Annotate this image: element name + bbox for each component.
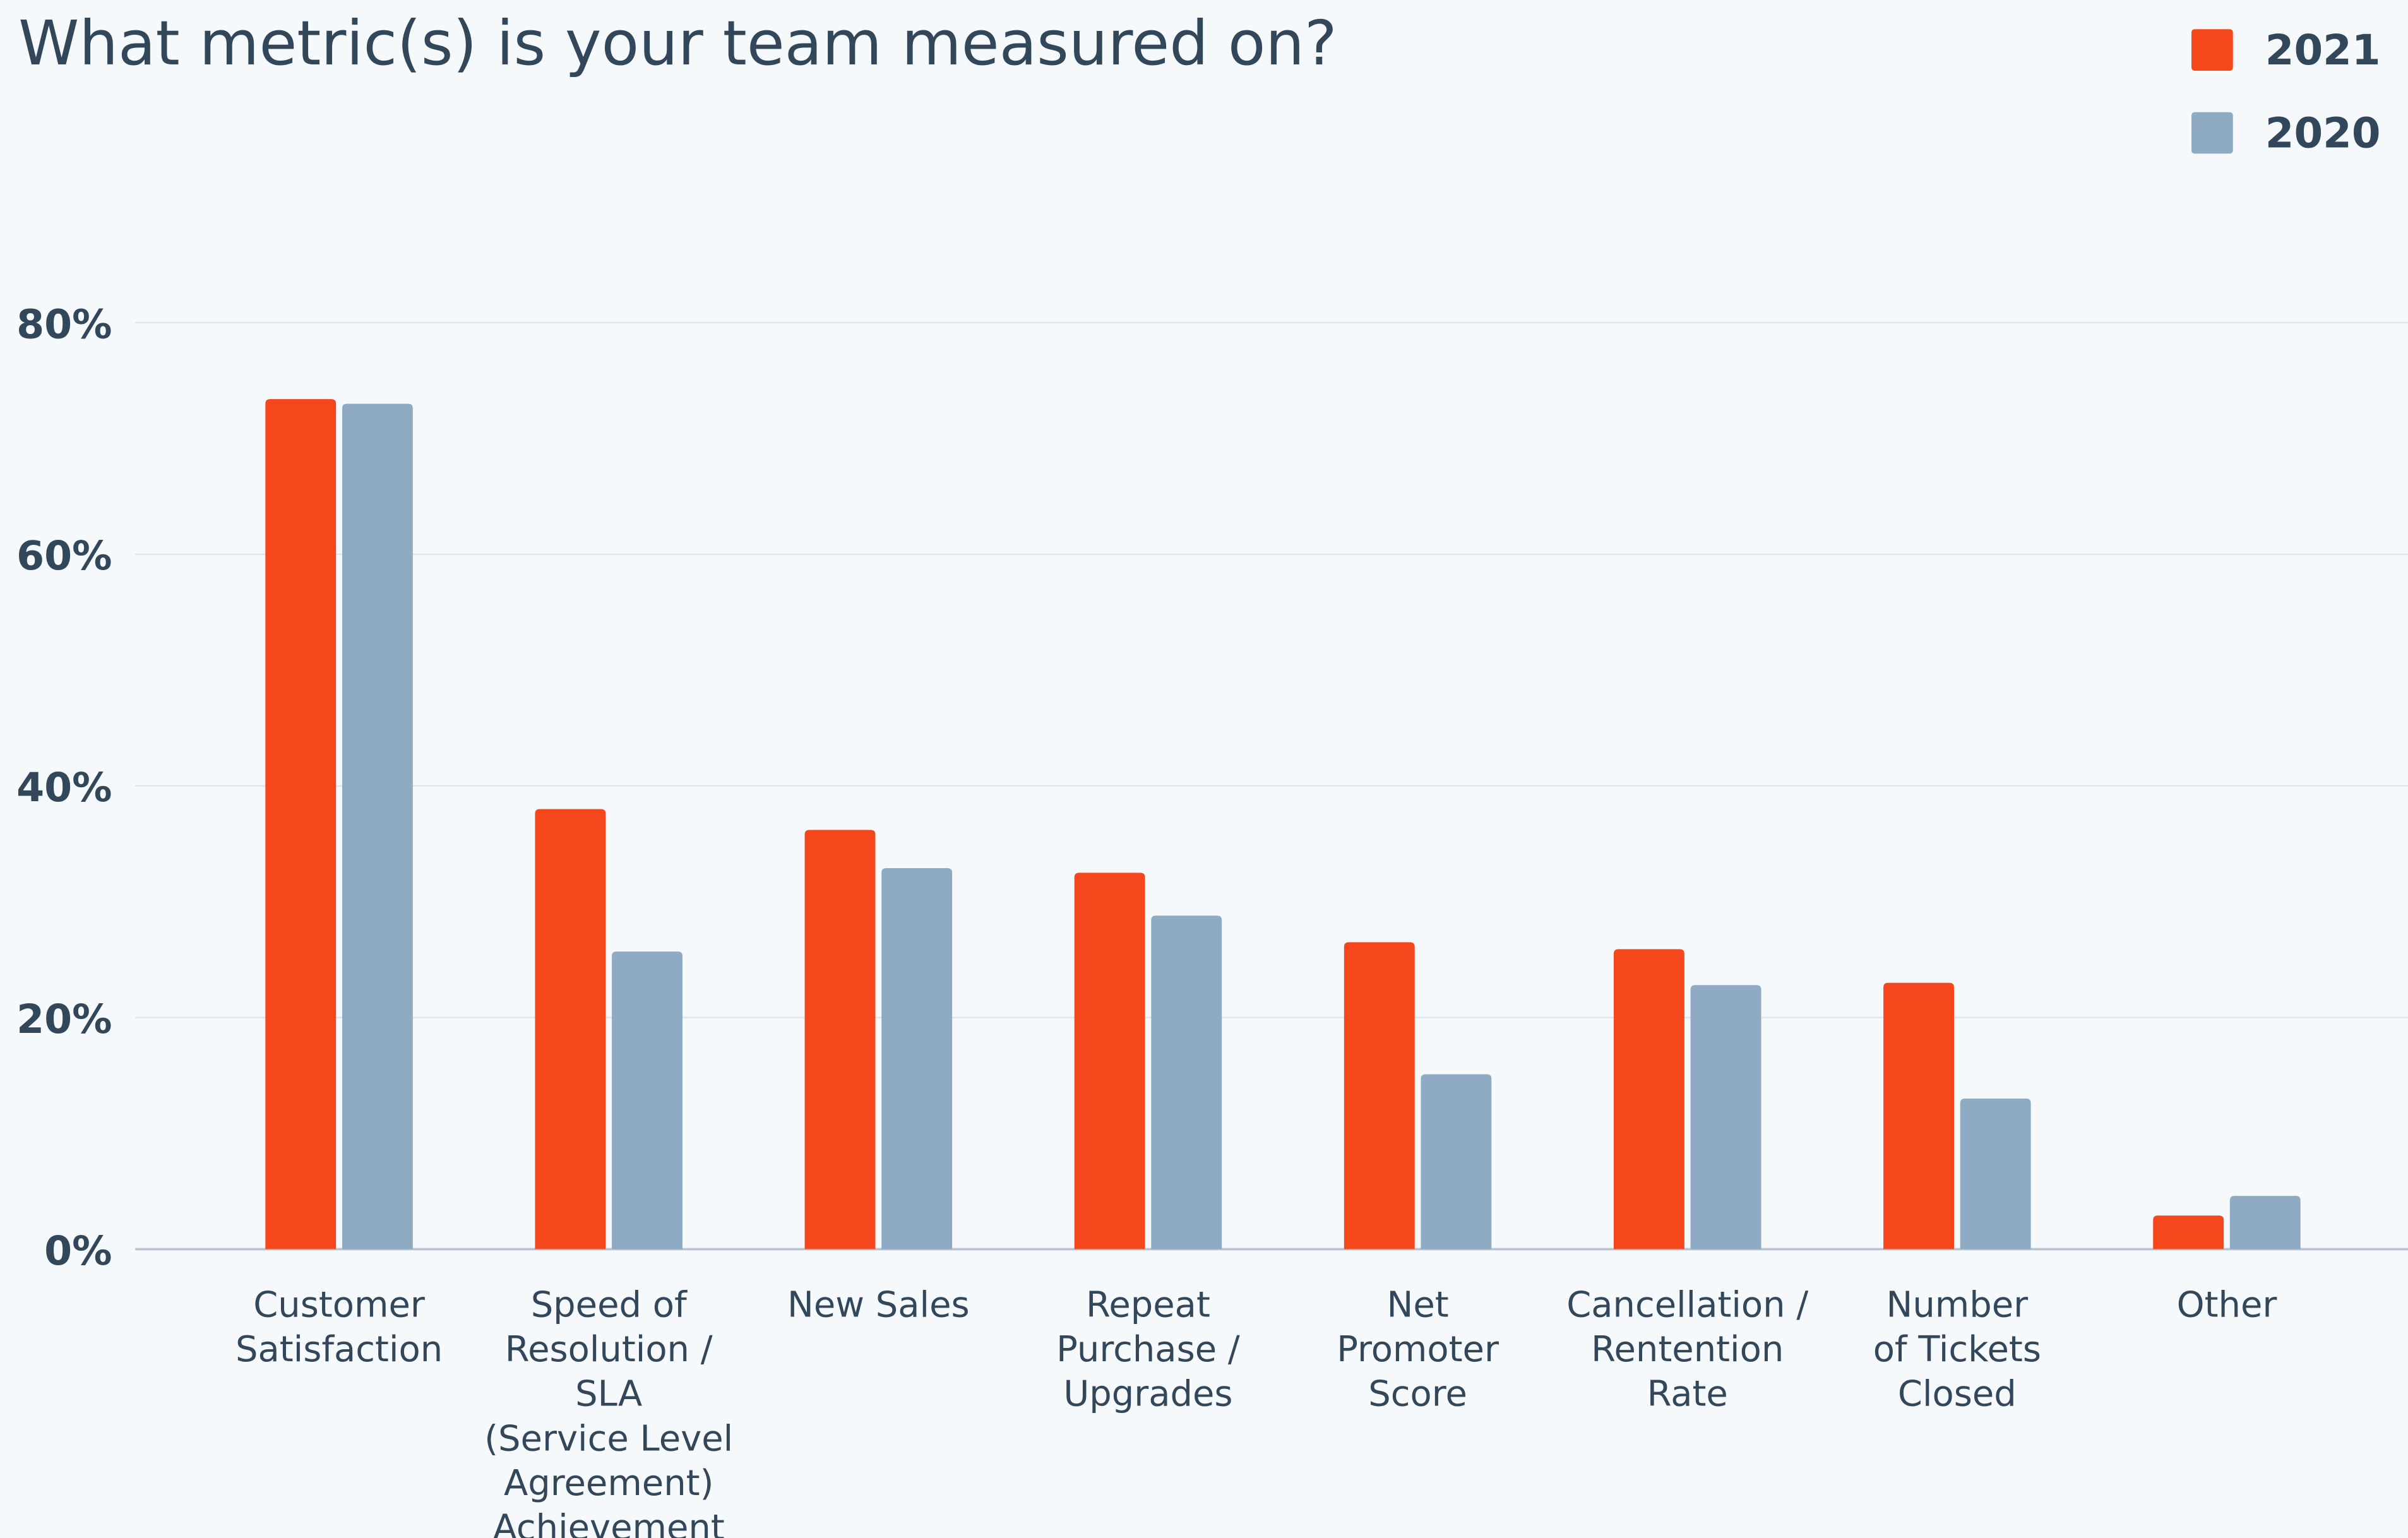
x-tick-label-line: Other (2177, 1285, 2277, 1326)
x-tick-label-line: of Tickets (1873, 1329, 2041, 1370)
x-tick-label-line: Repeat (1086, 1285, 1210, 1326)
x-tick-label-line: Net (1387, 1285, 1449, 1326)
x-tick-label-line: New Sales (787, 1285, 970, 1326)
y-tick-label: 40% (16, 764, 112, 811)
bar (1344, 942, 1415, 1249)
bar (1151, 915, 1222, 1249)
x-tick-label-line: Customer (253, 1285, 425, 1326)
x-tick-label-line: Resolution / (505, 1329, 713, 1370)
x-tick-label-line: Rentention (1591, 1329, 1784, 1370)
x-tick-label-line: Speed of (531, 1285, 688, 1326)
x-tick-label: Number of Tickets Closed (1873, 1285, 2041, 1415)
bar (1690, 985, 1761, 1249)
bar (612, 951, 682, 1249)
chart-title: What metric(s) is your team measured on? (18, 8, 1337, 79)
x-tick-label-line: Promoter (1337, 1329, 1499, 1370)
x-tick-label-line: Cancellation / (1566, 1285, 1808, 1326)
bar (804, 830, 876, 1249)
y-tick-label: 80% (16, 301, 112, 347)
x-tick-label: Cancellation / Rentention Rate (1566, 1285, 1808, 1415)
y-tick-label: 0% (44, 1227, 112, 1274)
x-tick-label-line: Satisfaction (235, 1329, 443, 1370)
x-tick-label: New Sales (787, 1285, 970, 1326)
x-tick-label-line: Purchase / (1056, 1329, 1240, 1370)
x-tick-label-line: Upgrades (1063, 1374, 1232, 1415)
x-tick-label: Customer Satisfaction (235, 1285, 443, 1371)
bar (1960, 1099, 2031, 1249)
legend-label: 2020 (2265, 110, 2381, 158)
bar (265, 399, 337, 1249)
bar (1883, 982, 1954, 1249)
x-tick-label-line: Rate (1647, 1374, 1728, 1415)
legend-swatch (2191, 29, 2233, 71)
bar (342, 403, 413, 1249)
legend-label: 2021 (2265, 27, 2381, 75)
x-tick-label-line: SLA (575, 1374, 642, 1415)
bar (1613, 949, 1684, 1249)
x-tick-label-line: Number (1886, 1285, 2029, 1326)
x-tick-label: Repeat Purchase / Upgrades (1056, 1285, 1240, 1415)
x-tick-label-line: (Service Level (484, 1418, 733, 1459)
bar (2153, 1215, 2224, 1249)
x-tick-label: Other (2177, 1285, 2277, 1326)
x-tick-label: Net Promoter Score (1337, 1285, 1499, 1415)
x-tick-label-line: Achievement (493, 1507, 725, 1538)
y-tick-label: 20% (16, 996, 112, 1042)
x-tick-label-line: Agreement) (504, 1463, 713, 1504)
bar (535, 809, 606, 1249)
bar (1074, 873, 1145, 1249)
x-tick-label-line: Closed (1898, 1374, 2017, 1415)
y-tick-label: 60% (16, 532, 112, 579)
bar (2229, 1196, 2301, 1249)
legend-swatch (2191, 112, 2233, 154)
x-tick-label-line: Score (1368, 1374, 1467, 1415)
bar (881, 868, 953, 1249)
x-tick-label: Speed of Resolution / SLA (Service Level Agr… (484, 1285, 733, 1538)
bar (1421, 1074, 1492, 1249)
